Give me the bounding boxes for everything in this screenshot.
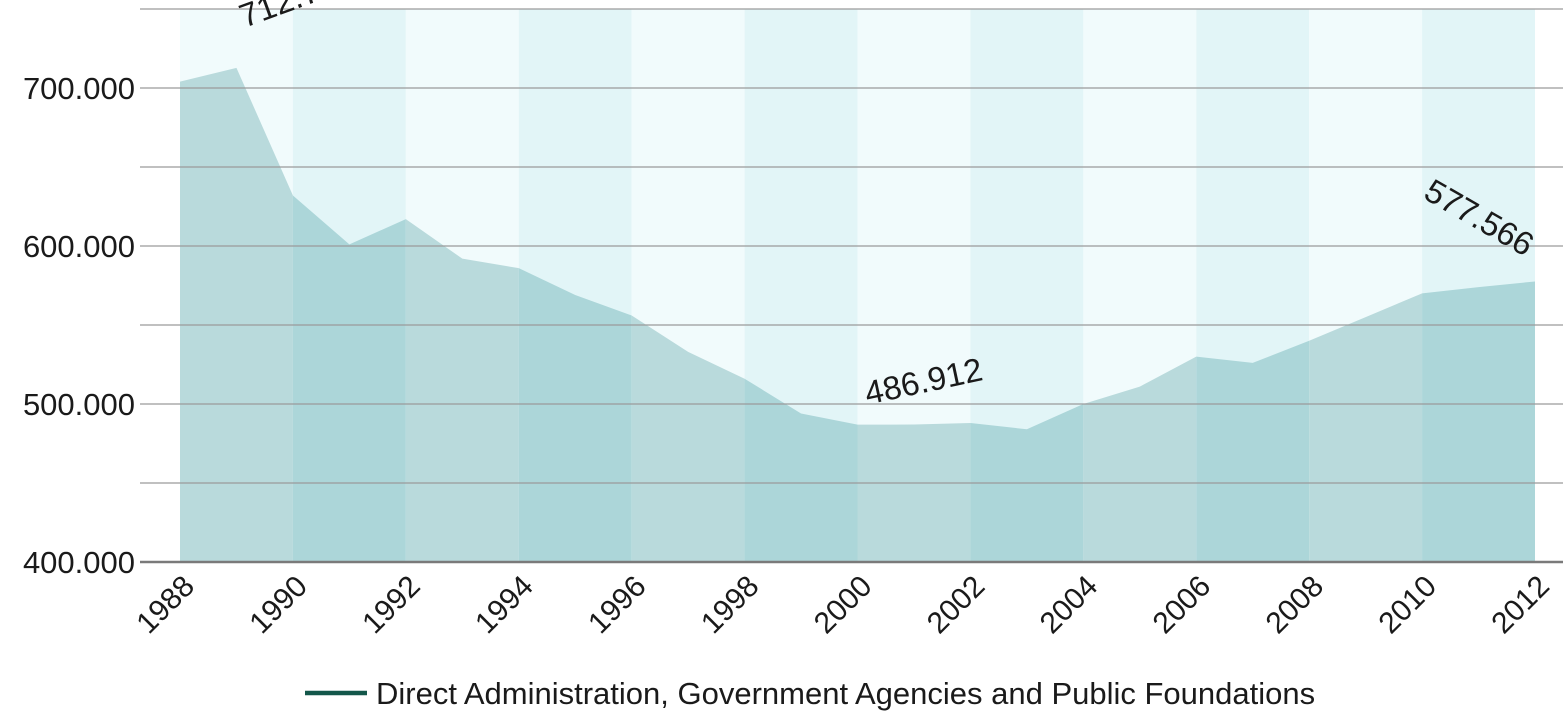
x-tick-label: 2002 [921, 570, 992, 641]
x-tick-label: 2000 [808, 570, 879, 641]
x-tick-label: 1996 [582, 570, 653, 641]
y-axis-ticks: 400.000 500.000 600.000 700.000 [23, 71, 135, 580]
y-tick-label: 500.000 [23, 387, 135, 422]
x-tick-label: 2012 [1485, 570, 1556, 641]
legend-label: Direct Administration, Government Agenci… [376, 676, 1315, 711]
x-axis-ticks: 1988 1990 1992 1994 1996 1998 2000 2002 2004 2006… [130, 570, 1556, 641]
y-tick-label: 400.000 [23, 545, 135, 580]
x-tick-label: 1992 [356, 570, 427, 641]
x-tick-label: 1990 [243, 570, 314, 641]
x-tick-label: 1988 [130, 570, 201, 641]
x-tick-label: 2006 [1147, 570, 1218, 641]
x-tick-label: 1998 [695, 570, 766, 641]
y-tick-label: 700.000 [23, 71, 135, 106]
legend: Direct Administration, Government Agenci… [305, 676, 1315, 711]
gridlines [140, 8, 1563, 564]
x-tick-label: 2004 [1034, 570, 1105, 641]
y-tick-label: 600.000 [23, 229, 135, 264]
x-tick-label: 2010 [1372, 570, 1443, 641]
x-tick-label: 1994 [469, 570, 540, 641]
x-tick-label: 2008 [1260, 570, 1331, 641]
